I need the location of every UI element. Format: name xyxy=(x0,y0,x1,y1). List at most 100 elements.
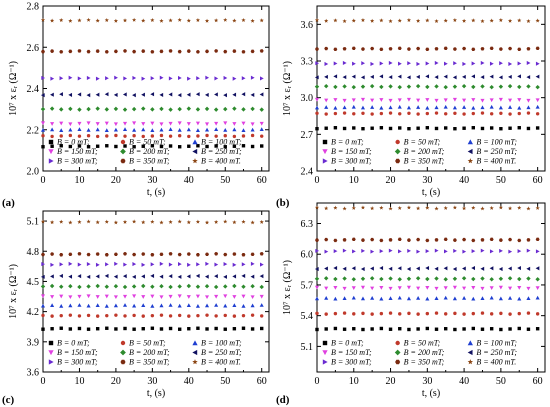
data-point xyxy=(333,266,338,271)
data-point xyxy=(406,276,412,282)
data-point xyxy=(508,327,512,331)
data-point xyxy=(241,313,246,318)
data-point xyxy=(480,276,485,281)
legend-label: B = 150 mT; xyxy=(331,147,372,156)
data-point xyxy=(95,262,100,267)
data-point xyxy=(480,238,485,242)
data-point xyxy=(333,286,338,290)
data-point xyxy=(471,249,476,254)
data-point xyxy=(141,92,145,97)
data-point xyxy=(443,205,448,210)
data-point xyxy=(150,107,155,112)
data-point xyxy=(77,274,82,279)
data-point xyxy=(177,93,182,98)
data-point xyxy=(214,326,218,331)
data-point xyxy=(259,294,264,299)
data-point xyxy=(517,126,521,130)
legend-label: B = 400 mT. xyxy=(476,358,516,367)
data-point xyxy=(489,98,494,103)
data-point xyxy=(535,18,540,23)
data-point xyxy=(462,237,467,242)
data-point xyxy=(498,84,504,89)
data-point xyxy=(342,311,347,315)
data-point xyxy=(434,105,439,110)
data-point xyxy=(205,327,209,331)
legend-label: B = 300 mT; xyxy=(57,358,98,367)
data-point xyxy=(352,112,356,116)
data-point xyxy=(452,276,458,282)
data-point xyxy=(351,237,356,242)
data-point xyxy=(342,296,347,300)
data-point xyxy=(150,253,155,257)
data-point xyxy=(315,238,319,242)
data-point xyxy=(59,76,64,81)
series-4 xyxy=(40,106,264,112)
legend-marker xyxy=(120,340,126,346)
data-point xyxy=(41,49,45,54)
data-point xyxy=(223,219,228,224)
legend-marker xyxy=(467,359,474,365)
data-point xyxy=(535,112,540,116)
data-point xyxy=(59,144,63,148)
data-point xyxy=(388,327,393,331)
data-point xyxy=(370,266,374,271)
data-point xyxy=(77,76,82,81)
data-point xyxy=(406,17,412,22)
data-point xyxy=(132,49,137,54)
data-point xyxy=(416,266,420,271)
data-point xyxy=(77,284,82,290)
data-point xyxy=(480,248,485,253)
data-point xyxy=(526,266,531,271)
data-point xyxy=(177,327,182,331)
legend-marker xyxy=(395,139,400,145)
data-point xyxy=(416,126,420,130)
data-point xyxy=(461,276,467,281)
data-point xyxy=(186,92,191,97)
data-point xyxy=(168,134,173,138)
data-point xyxy=(407,127,411,131)
data-point xyxy=(461,18,467,23)
data-point xyxy=(50,18,55,23)
data-point xyxy=(324,74,328,79)
legend-label: B = 250 mT; xyxy=(476,348,517,357)
data-point xyxy=(68,252,73,256)
data-point xyxy=(123,262,128,267)
data-point xyxy=(507,83,513,89)
data-point xyxy=(177,303,182,308)
data-point xyxy=(105,144,109,148)
data-point xyxy=(379,126,384,130)
data-point xyxy=(196,262,200,267)
data-point xyxy=(150,121,155,126)
data-point xyxy=(351,266,356,271)
data-point xyxy=(250,284,255,289)
data-point xyxy=(351,277,356,282)
legend-marker xyxy=(322,139,328,145)
legend-label: B = 200 mT; xyxy=(404,147,445,156)
data-point xyxy=(205,75,210,80)
data-point xyxy=(232,49,237,53)
data-point xyxy=(168,294,173,299)
data-point xyxy=(443,46,448,50)
y-tick-label: 2.6 xyxy=(27,43,40,54)
data-point xyxy=(141,106,146,111)
data-point xyxy=(150,128,155,132)
data-point xyxy=(77,326,82,331)
data-point xyxy=(260,262,264,267)
data-point xyxy=(434,311,439,315)
data-point xyxy=(95,122,100,126)
legend-marker xyxy=(120,158,126,164)
data-point xyxy=(50,327,54,331)
data-point xyxy=(177,284,182,289)
data-point xyxy=(471,47,476,51)
data-point xyxy=(259,274,264,279)
data-point xyxy=(232,220,237,225)
x-tick-label: 0 xyxy=(315,175,320,186)
data-point xyxy=(59,50,64,54)
data-point xyxy=(250,18,255,23)
data-point xyxy=(150,262,155,267)
data-point xyxy=(50,76,55,81)
data-point xyxy=(95,92,100,97)
data-point xyxy=(388,75,393,80)
data-point xyxy=(452,296,457,301)
data-point xyxy=(489,84,494,90)
